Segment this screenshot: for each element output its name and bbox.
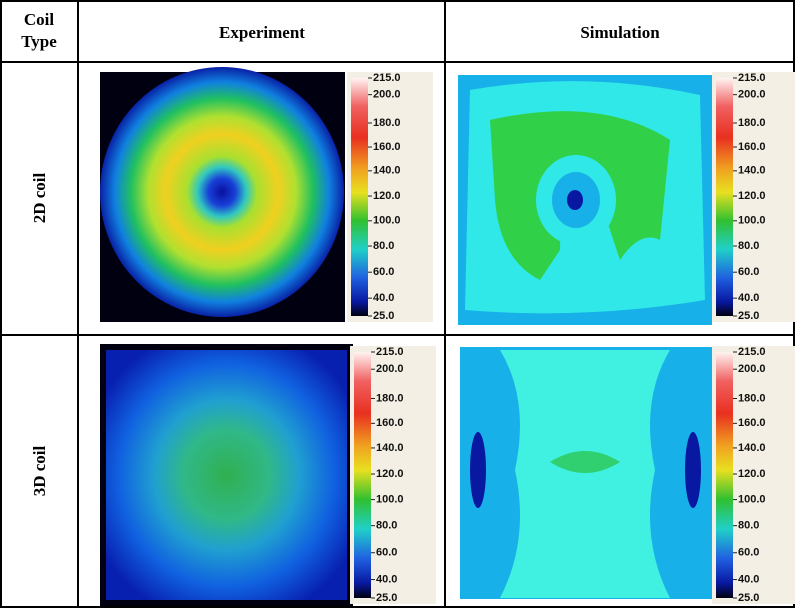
colorbar [716, 78, 733, 316]
colorbar-label: 100.0 [376, 494, 404, 506]
colorbar-label: 120.0 [373, 190, 401, 202]
colorbar-label: 140.0 [738, 442, 766, 454]
colorbar-label: 140.0 [376, 442, 404, 454]
colorbar [351, 78, 368, 316]
colorbar-label: 140.0 [373, 165, 401, 177]
colorbar-label: 80.0 [376, 520, 397, 532]
colorbar-label: 215.0 [376, 346, 404, 358]
colorbar-label: 25.0 [738, 310, 759, 322]
colorbar-label: 180.0 [738, 117, 766, 129]
heatmap-image [460, 347, 712, 599]
header-cell: Coil [24, 10, 55, 29]
colorbar-label: 60.0 [738, 266, 759, 278]
colorbar-label: 200.0 [376, 363, 404, 375]
colorbar-label: 100.0 [373, 215, 401, 227]
colorbar-label: 60.0 [373, 266, 394, 278]
colorbar-label: 215.0 [738, 346, 766, 358]
colorbar-label: 120.0 [738, 468, 766, 480]
colorbar-label: 40.0 [738, 573, 759, 585]
colorbar-label: 200.0 [738, 89, 766, 101]
colorbar-label: 60.0 [376, 547, 397, 559]
colorbar-label: 60.0 [738, 547, 759, 559]
colorbar-label: 200.0 [738, 363, 766, 375]
colorbar [716, 352, 733, 598]
colorbar-label: 180.0 [738, 392, 766, 404]
heatmap-image [458, 75, 712, 325]
colorbar-label: 180.0 [376, 392, 404, 404]
colorbar-label: 120.0 [376, 468, 404, 480]
header-cell: Type [21, 32, 57, 51]
figure-table: Coil Type Experiment Simulation 2D coil … [0, 0, 795, 608]
colorbar-label: 140.0 [738, 165, 766, 177]
heatmap-image [100, 67, 345, 322]
colorbar-label: 80.0 [373, 240, 394, 252]
colorbar-label: 160.0 [373, 141, 401, 153]
colorbar-label: 25.0 [373, 310, 394, 322]
colorbar-label: 215.0 [373, 72, 401, 84]
colorbar-label: 40.0 [373, 292, 394, 304]
colorbar-label: 160.0 [738, 141, 766, 153]
colorbar-label: 25.0 [376, 592, 397, 604]
colorbar [354, 352, 371, 598]
colorbar-label: 180.0 [373, 117, 401, 129]
colorbar-label: 215.0 [738, 72, 766, 84]
row-label: 2D coil [30, 172, 49, 223]
colorbar-label: 80.0 [738, 520, 759, 532]
colorbar-label: 160.0 [376, 417, 404, 429]
colorbar-label: 80.0 [738, 240, 759, 252]
header-cell: Experiment [219, 23, 305, 42]
colorbar-label: 40.0 [738, 292, 759, 304]
colorbar-label: 100.0 [738, 494, 766, 506]
colorbar-label: 100.0 [738, 215, 766, 227]
colorbar-label: 200.0 [373, 89, 401, 101]
row-label: 3D coil [30, 445, 49, 496]
colorbar-label: 120.0 [738, 190, 766, 202]
header-cell: Simulation [580, 23, 660, 42]
colorbar-label: 40.0 [376, 573, 397, 585]
heatmap-image [100, 344, 353, 606]
colorbar-label: 25.0 [738, 592, 759, 604]
colorbar-label: 160.0 [738, 417, 766, 429]
